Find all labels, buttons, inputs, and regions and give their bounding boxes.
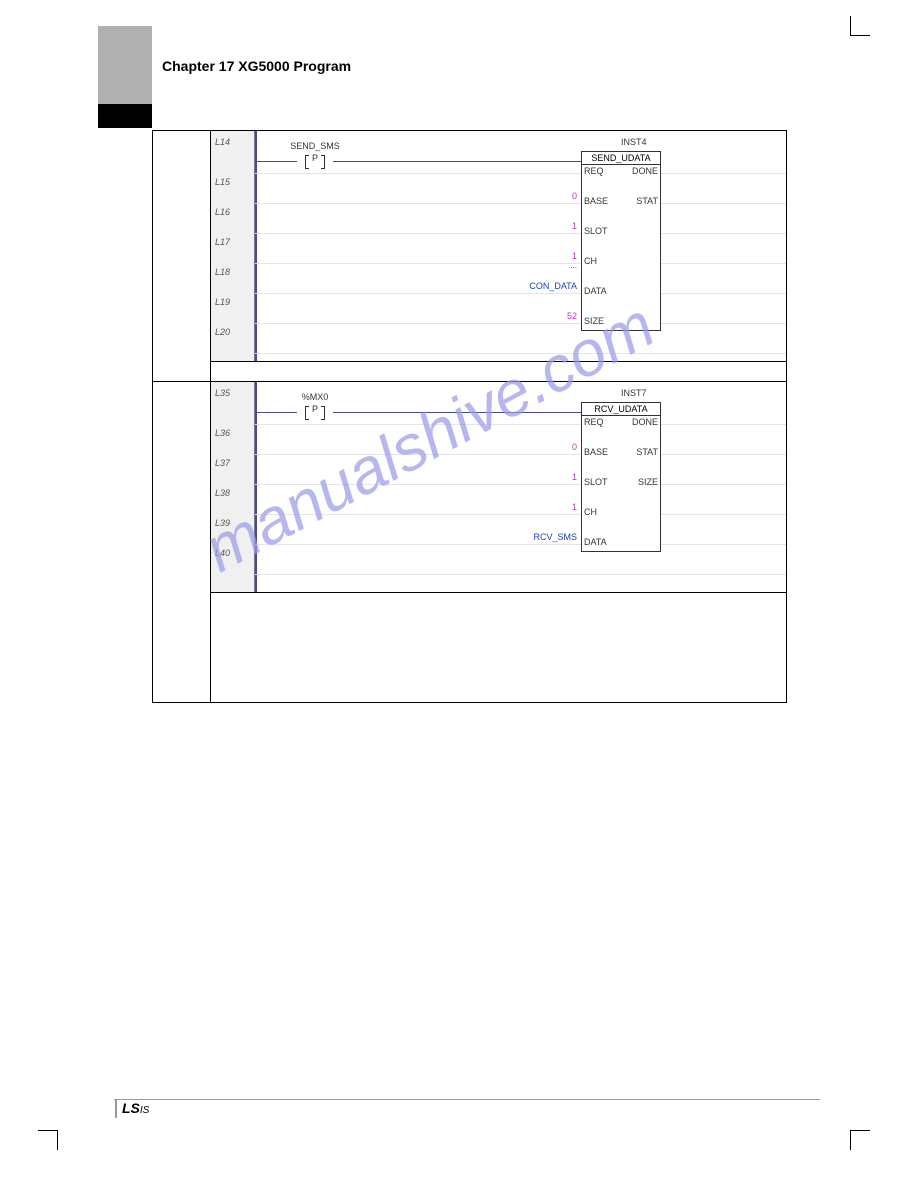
wire: [333, 412, 581, 413]
fb-instance-name: INST4: [621, 137, 647, 147]
table-row: [153, 593, 787, 703]
lnum: L39: [215, 518, 230, 528]
lnum: L36: [215, 428, 230, 438]
black-tab-block: [98, 104, 152, 128]
table-row: L14 L15 L16 L17 L18 L19 L20 SEND_SMS: [153, 131, 787, 362]
left-rail: [255, 382, 257, 592]
fb-pin: DONE: [632, 166, 658, 176]
contact-label: SEND_SMS: [290, 141, 340, 151]
lnum: L40: [215, 548, 230, 558]
gridline: [255, 173, 786, 174]
fb-pin: CH: [584, 256, 597, 266]
fb-input: 1: [547, 502, 577, 512]
description-cell: [211, 362, 787, 382]
fb-instance-name: INST7: [621, 388, 647, 398]
left-rail: [255, 131, 257, 361]
contact: %MX0 P: [297, 406, 333, 424]
fb-pin: SIZE: [584, 316, 604, 326]
ladder-diagram-2: L35 L36 L37 L38 L39 L40 %MX0 P: [211, 382, 786, 592]
ladder-diagram-1: L14 L15 L16 L17 L18 L19 L20 SEND_SMS: [211, 131, 786, 361]
footer-divider-line: [114, 1099, 820, 1100]
fb-input-ellipsis: ...: [537, 261, 577, 270]
description-cell: [211, 593, 787, 703]
fb-input: 0: [547, 442, 577, 452]
lnum: L17: [215, 237, 230, 247]
table-row: [153, 362, 787, 382]
wire: [333, 161, 581, 162]
fb-header: RCV_UDATA: [582, 403, 660, 416]
gridline: [255, 353, 786, 354]
gridline: [255, 203, 786, 204]
crop-mark-br: [850, 1130, 870, 1150]
fb-pin: DATA: [584, 286, 607, 296]
row-label: [153, 382, 211, 703]
fb-pin: SLOT: [584, 477, 608, 487]
fb-pin: REQ: [584, 166, 604, 176]
lnum: L38: [215, 488, 230, 498]
fb-pin: DONE: [632, 417, 658, 427]
lnum: L18: [215, 267, 230, 277]
fb-pin: STAT: [636, 447, 658, 457]
lnum-column: [211, 382, 255, 592]
wire: [257, 161, 297, 162]
fb-header: SEND_UDATA: [582, 152, 660, 165]
lnum: L37: [215, 458, 230, 468]
fb-pin: BASE: [584, 447, 608, 457]
lnum: L14: [215, 137, 230, 147]
lnum: L15: [215, 177, 230, 187]
fb-pin: SIZE: [638, 477, 658, 487]
gridline: [255, 484, 786, 485]
gridline: [255, 514, 786, 515]
footer-divider-bar: [115, 1100, 117, 1118]
contact-bracket: P: [297, 155, 333, 167]
gridline: [255, 323, 786, 324]
fb-input: 52: [547, 311, 577, 321]
logo-part-a: LS: [122, 1100, 140, 1116]
fb-input: 1: [547, 472, 577, 482]
ladder-cell-1: L14 L15 L16 L17 L18 L19 L20 SEND_SMS: [211, 131, 787, 362]
lnum: L19: [215, 297, 230, 307]
section-title: Chapter 17 XG5000 Program: [162, 58, 351, 74]
fb-input: 1: [547, 221, 577, 231]
row-label: [153, 131, 211, 382]
gridline: [255, 574, 786, 575]
fb-pin: CH: [584, 507, 597, 517]
gridline: [255, 233, 786, 234]
gridline: [255, 544, 786, 545]
lnum: L16: [215, 207, 230, 217]
fb-input: RCV_SMS: [519, 532, 577, 542]
fb-input: 1: [547, 251, 577, 261]
fb-pin: DATA: [584, 537, 607, 547]
contact-bracket: P: [297, 406, 333, 418]
contact-label: %MX0: [302, 392, 329, 402]
fb-input: 0: [547, 191, 577, 201]
logo-part-b: IS: [140, 1105, 149, 1116]
lnum: L35: [215, 388, 230, 398]
wire: [257, 412, 297, 413]
fb-pin: STAT: [636, 196, 658, 206]
footer-logo: LSIS: [122, 1100, 149, 1116]
gridline: [255, 263, 786, 264]
contact-type: P: [312, 153, 318, 163]
fb-input: CON_DATA: [519, 281, 577, 291]
lnum: L20: [215, 327, 230, 337]
gridline: [255, 424, 786, 425]
function-block: SEND_UDATA REQ DONE BASE STAT SLOT CH DA…: [581, 151, 661, 331]
contact: SEND_SMS P: [297, 155, 333, 173]
program-table: L14 L15 L16 L17 L18 L19 L20 SEND_SMS: [152, 130, 787, 703]
fb-pin: REQ: [584, 417, 604, 427]
fb-pin: SLOT: [584, 226, 608, 236]
crop-mark-tr: [850, 16, 870, 36]
gridline: [255, 454, 786, 455]
contact-type: P: [312, 404, 318, 414]
crop-mark-bl: [38, 1130, 58, 1150]
table-row: L35 L36 L37 L38 L39 L40 %MX0 P: [153, 382, 787, 593]
fb-pin: BASE: [584, 196, 608, 206]
ladder-cell-2: L35 L36 L37 L38 L39 L40 %MX0 P: [211, 382, 787, 593]
function-block: RCV_UDATA REQ DONE BASE STAT SLOT SIZE C…: [581, 402, 661, 552]
gridline: [255, 293, 786, 294]
